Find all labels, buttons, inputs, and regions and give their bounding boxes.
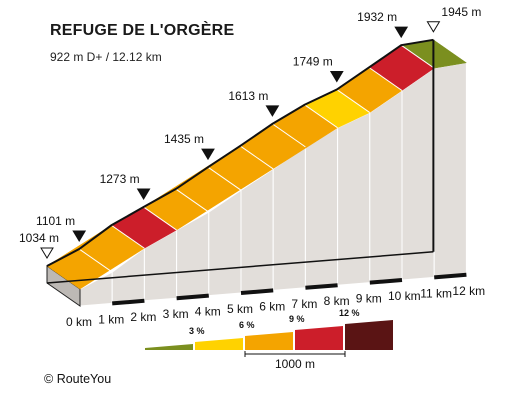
legend-swatch-2 bbox=[245, 332, 293, 350]
legend-label-4: 12 % bbox=[339, 308, 360, 318]
grade-legend: 3 % 6 % 9 % 12 % 1000 m bbox=[145, 308, 393, 371]
km-label-2: 2 km bbox=[130, 310, 156, 324]
brand-label: RouteYou bbox=[56, 372, 112, 386]
km-label-0: 0 km bbox=[66, 315, 92, 329]
marker-label-1: 1101 m bbox=[36, 214, 75, 228]
marker-triangle-6 bbox=[394, 26, 409, 39]
profile-wall-km-9 bbox=[369, 89, 403, 284]
scale-bar-label: 1000 m bbox=[275, 357, 315, 371]
km-tick-bar-5 bbox=[240, 288, 274, 295]
km-label-6: 6 km bbox=[259, 299, 285, 313]
km-tick-bar-11 bbox=[434, 272, 467, 280]
marker-label-6: 1932 m bbox=[357, 10, 397, 24]
surface-km-line-6 bbox=[239, 145, 274, 170]
elevation-markers: 1034 m 1101 m 1273 m 1435 m 1613 m 1749 m 1932… bbox=[19, 5, 481, 259]
surface-km-line-8 bbox=[304, 104, 338, 129]
km-tick-bar-1 bbox=[112, 298, 145, 306]
km-label-3: 3 km bbox=[163, 307, 189, 321]
marker-triangle-3 bbox=[201, 148, 215, 161]
km-label-5: 5 km bbox=[227, 302, 253, 316]
back-baseline bbox=[46, 251, 434, 284]
marker-triangle-2 bbox=[136, 188, 151, 201]
km-label-12: 12 km bbox=[452, 284, 485, 298]
copyright-credit: © RouteYou bbox=[44, 372, 111, 386]
marker-label-7: 1945 m bbox=[441, 5, 481, 19]
marker-label-3: 1435 m bbox=[164, 132, 204, 146]
marker-label-5: 1749 m bbox=[293, 55, 333, 69]
legend-swatch-4 bbox=[345, 320, 393, 350]
profile-wall-km-5 bbox=[240, 168, 274, 294]
km-label-11: 11 km bbox=[420, 286, 452, 300]
km-tick-bar-7 bbox=[305, 283, 338, 290]
marker-triangle-0 bbox=[40, 247, 54, 259]
back-edge-line bbox=[46, 38, 434, 267]
profile-wall-km-10 bbox=[401, 67, 435, 281]
surface-km-line-11 bbox=[400, 44, 435, 69]
profile-edges bbox=[46, 38, 435, 284]
profile-slope-segments bbox=[46, 39, 468, 290]
km-tick-bar-9 bbox=[369, 278, 403, 285]
surface-km-line-4 bbox=[175, 188, 210, 213]
legend-swatch-3 bbox=[295, 326, 343, 350]
marker-triangle-7 bbox=[426, 21, 441, 33]
surface-km-line-7 bbox=[272, 123, 306, 148]
km-label-7: 7 km bbox=[291, 297, 317, 311]
surface-km-line-10 bbox=[368, 67, 403, 91]
km-label-8: 8 km bbox=[324, 294, 350, 308]
chart-title: REFUGE DE L'ORGÈRE bbox=[50, 22, 235, 39]
legend-label-1: 3 % bbox=[189, 326, 205, 336]
profile-walls bbox=[46, 62, 467, 307]
km-label-9: 9 km bbox=[356, 292, 382, 306]
surface-km-line-2 bbox=[111, 224, 145, 249]
surface-km-line-1 bbox=[78, 248, 113, 273]
profile-wall-km-7 bbox=[304, 126, 339, 289]
surface-km-line-3 bbox=[143, 206, 177, 231]
legend-swatch-0 bbox=[145, 344, 193, 350]
marker-triangle-1 bbox=[72, 230, 87, 243]
chart-subtitle: 922 m D+ / 12.12 km bbox=[50, 50, 162, 64]
surface-km-line-9 bbox=[336, 89, 371, 113]
km-label-4: 4 km bbox=[195, 305, 221, 319]
km-label-1: 1 km bbox=[98, 312, 124, 326]
surface-km-line-5 bbox=[207, 166, 242, 191]
profile-wall-km-6 bbox=[272, 145, 306, 291]
copyright-symbol: © bbox=[44, 372, 54, 386]
marker-triangle-5 bbox=[329, 71, 344, 83]
km-tick-bar-3 bbox=[176, 293, 209, 301]
marker-label-2: 1273 m bbox=[100, 172, 140, 186]
km-ticks: 0 km 1 km 2 km 3 km 4 km 5 km 6 km 7 km 8 km 9 km… bbox=[66, 272, 485, 329]
marker-label-0: 1034 m bbox=[19, 231, 59, 245]
km-label-10: 10 km bbox=[388, 289, 421, 303]
marker-label-4: 1613 m bbox=[228, 89, 268, 103]
legend-swatch-1 bbox=[195, 338, 243, 350]
legend-label-3: 9 % bbox=[289, 314, 305, 324]
legend-label-2: 6 % bbox=[239, 320, 255, 330]
marker-triangle-4 bbox=[265, 105, 280, 117]
